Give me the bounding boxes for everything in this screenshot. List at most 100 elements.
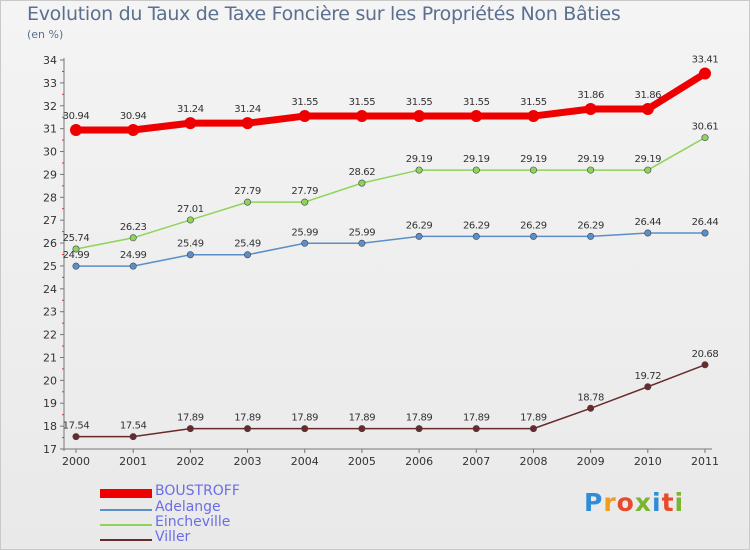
y-tick-label: 29 [43, 168, 57, 181]
x-tick-label: 2005 [348, 455, 376, 468]
data-point-eincheville [358, 179, 366, 187]
data-label-eincheville: 25.74 [63, 233, 90, 244]
data-point-eincheville [72, 245, 80, 253]
data-label-adelange: 24.99 [120, 250, 147, 261]
data-label-boustroff: 30.94 [63, 111, 90, 122]
data-label-eincheville: 27.79 [234, 186, 261, 197]
data-point-viller [72, 433, 80, 441]
data-point-boustroff [355, 110, 368, 123]
x-tick-label: 2007 [462, 455, 490, 468]
legend-swatch-eincheville [100, 524, 152, 526]
data-label-adelange: 26.44 [692, 217, 719, 228]
data-label-eincheville: 29.19 [406, 154, 433, 165]
data-label-eincheville: 28.62 [349, 167, 376, 178]
series-line-boustroff [72, 70, 709, 134]
data-point-viller [244, 425, 252, 433]
data-point-eincheville [529, 166, 537, 174]
data-label-eincheville: 29.19 [634, 154, 661, 165]
y-tick-label: 26 [43, 237, 57, 250]
data-point-viller [301, 425, 309, 433]
data-label-eincheville: 29.19 [463, 154, 490, 165]
y-tick-label: 20 [43, 374, 57, 387]
legend-swatch-boustroff [100, 489, 152, 498]
data-point-viller [415, 425, 423, 433]
data-label-adelange: 26.29 [520, 220, 547, 231]
y-tick-label: 33 [43, 77, 57, 90]
data-label-viller: 17.89 [291, 413, 318, 424]
data-point-adelange [644, 229, 652, 237]
data-label-viller: 19.72 [634, 371, 661, 382]
x-tick-label: 2011 [691, 455, 719, 468]
data-label-eincheville: 27.01 [177, 204, 204, 215]
data-label-viller: 17.89 [406, 413, 433, 424]
data-label-viller: 17.54 [63, 421, 90, 432]
data-label-eincheville: 29.19 [577, 154, 604, 165]
data-point-adelange [358, 239, 366, 247]
data-label-boustroff: 31.24 [177, 104, 204, 115]
data-label-viller: 17.89 [349, 413, 376, 424]
series-line-eincheville [75, 136, 706, 250]
data-point-eincheville [415, 166, 423, 174]
data-point-eincheville [644, 166, 652, 174]
y-tick-label: 30 [43, 146, 57, 159]
data-label-boustroff: 30.94 [120, 111, 147, 122]
data-point-boustroff [527, 110, 540, 123]
y-tick-label: 31 [43, 123, 57, 136]
data-point-adelange [129, 262, 137, 270]
data-point-adelange [701, 229, 709, 237]
data-point-adelange [472, 232, 480, 240]
data-label-adelange: 25.99 [349, 227, 376, 238]
data-point-viller [701, 361, 709, 369]
chart-title: Evolution du Taux de Taxe Foncière sur l… [27, 3, 621, 25]
y-tick-label: 19 [43, 397, 57, 410]
data-label-boustroff: 33.41 [692, 55, 719, 66]
x-tick-label: 2006 [405, 455, 433, 468]
data-label-adelange: 26.29 [463, 220, 490, 231]
data-label-boustroff: 31.24 [234, 104, 261, 115]
data-label-adelange: 25.99 [291, 227, 318, 238]
data-point-viller [587, 404, 595, 412]
y-tick-label: 18 [43, 420, 57, 433]
x-tick-label: 2009 [577, 455, 605, 468]
data-point-boustroff [584, 102, 597, 115]
data-point-viller [472, 425, 480, 433]
data-point-boustroff [470, 110, 483, 123]
data-label-viller: 18.78 [577, 392, 604, 403]
x-tick-label: 2004 [291, 455, 319, 468]
data-point-viller [529, 425, 537, 433]
x-tick-label: 2008 [519, 455, 547, 468]
x-tick-label: 2002 [176, 455, 204, 468]
data-label-viller: 17.89 [234, 413, 261, 424]
y-tick-label: 21 [43, 351, 57, 364]
y-tick-label: 17 [43, 443, 57, 456]
data-point-boustroff [241, 117, 254, 130]
proxiti-logo: Proxiti [584, 488, 685, 517]
data-point-eincheville [244, 198, 252, 206]
x-tick-label: 2001 [119, 455, 147, 468]
data-point-eincheville [186, 216, 194, 224]
series-line-viller [75, 364, 706, 438]
data-label-viller: 17.89 [463, 413, 490, 424]
series-line-adelange [75, 232, 706, 267]
y-tick-label: 24 [43, 283, 57, 296]
y-tick-label: 22 [43, 329, 57, 342]
data-point-boustroff [127, 124, 140, 137]
data-label-eincheville: 26.23 [120, 222, 147, 233]
data-label-viller: 20.68 [692, 349, 719, 360]
data-point-boustroff [699, 67, 711, 80]
data-label-boustroff: 31.55 [463, 97, 490, 108]
data-label-boustroff: 31.86 [577, 90, 604, 101]
data-point-eincheville [129, 234, 137, 242]
data-label-adelange: 24.99 [63, 250, 90, 261]
data-label-boustroff: 31.55 [349, 97, 376, 108]
data-point-eincheville [472, 166, 480, 174]
data-point-boustroff [641, 102, 654, 115]
data-point-viller [358, 425, 366, 433]
data-label-viller: 17.89 [520, 413, 547, 424]
data-label-viller: 17.89 [177, 413, 204, 424]
data-point-boustroff [413, 110, 426, 123]
y-tick-label: 27 [43, 214, 57, 227]
unit-label: (en %) [27, 28, 64, 41]
